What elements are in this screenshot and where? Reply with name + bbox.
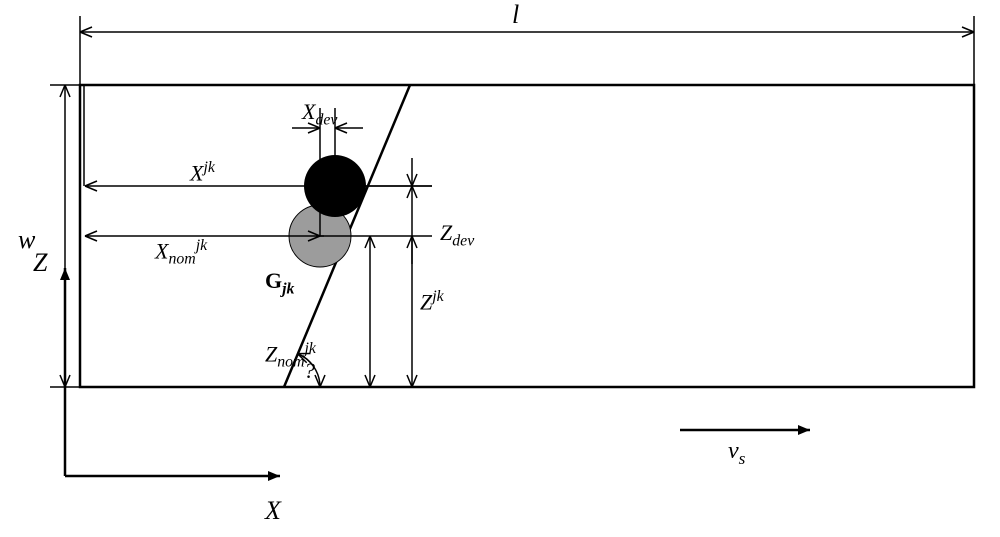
label-X: X: [265, 496, 281, 526]
label-q: ?: [304, 358, 315, 384]
diagram-svg: [0, 0, 1000, 537]
label-Z: Z: [33, 248, 47, 278]
label-l: l: [512, 0, 519, 30]
label-Zdev: Zdev: [440, 220, 474, 250]
label-vs: vs: [728, 438, 745, 469]
label-Xnom: Xnomjk: [155, 237, 207, 269]
label-Gjk: Gjk: [265, 268, 294, 298]
label-Xjk: Xjk: [190, 159, 215, 186]
label-Xdev: Xdev: [302, 99, 337, 129]
label-Zjk: Zjk: [420, 288, 444, 315]
